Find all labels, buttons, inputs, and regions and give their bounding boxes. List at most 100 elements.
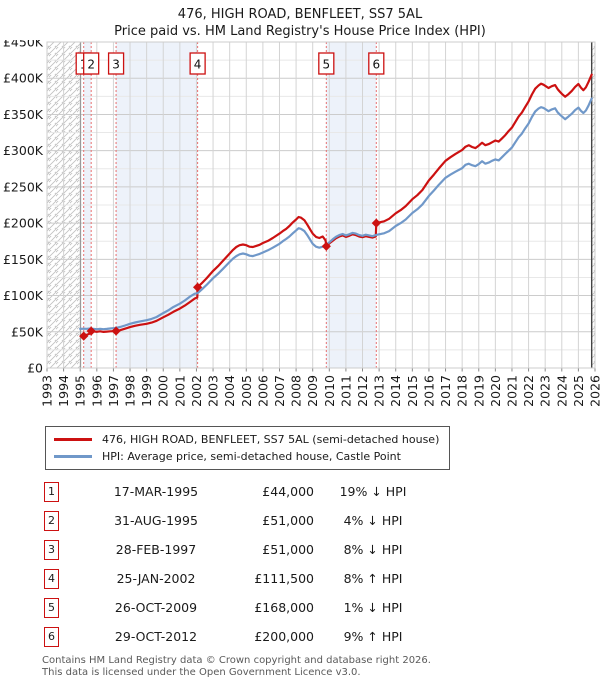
license-note: Contains HM Land Registry data © Crown c… [42, 655, 600, 678]
transaction-number-badge: 1 [44, 481, 59, 502]
x-axis-label: 1999 [139, 375, 154, 407]
transaction-number-badge: 6 [44, 626, 59, 647]
x-axis-label: 2003 [206, 375, 221, 407]
sale-marker-diamond [371, 218, 381, 228]
x-axis-label: 2017 [438, 375, 453, 407]
transaction-vs-hpi: 4% ↓ HPI [343, 513, 403, 528]
legend-line-swatch-hpi [54, 455, 92, 458]
transaction-vs-hpi: 8% ↑ HPI [343, 571, 403, 586]
x-axis-label: 2009 [305, 375, 320, 407]
y-axis-label: £100K [3, 288, 44, 303]
y-axis-label: £250K [3, 179, 44, 194]
transaction-number-badge: 5 [44, 597, 59, 618]
transaction-vs-hpi: 9% ↑ HPI [343, 629, 403, 644]
price-history-chart: 123456£0£50K£100K£150K£200K£250K£300K£35… [3, 40, 600, 407]
transaction-date: 31-AUG-1995 [114, 513, 198, 528]
y-axis-label: £450K [3, 40, 44, 50]
transaction-vs-hpi: 19% ↓ HPI [339, 484, 407, 499]
legend-item: HPI: Average price, semi-detached house,… [54, 448, 439, 465]
x-axis-label: 1995 [73, 375, 88, 407]
y-axis-label: £0 [27, 361, 43, 376]
license-line-2: This data is licensed under the Open Gov… [42, 666, 361, 678]
transaction-date: 29-OCT-2012 [114, 629, 198, 644]
legend-line-swatch-price [54, 438, 92, 441]
x-axis-label: 1996 [89, 375, 104, 407]
sale-marker-diamond [86, 326, 96, 336]
x-axis-label: 2000 [156, 375, 171, 407]
x-axis-label: 2001 [172, 375, 187, 407]
sale-number-box [318, 52, 335, 75]
transaction-number-badge: 2 [44, 510, 59, 531]
sale-number-label: 6 [372, 58, 380, 72]
transaction-number-badge: 3 [44, 539, 59, 560]
x-axis-label: 2010 [322, 375, 337, 407]
x-axis-label: 1994 [56, 375, 71, 407]
x-axis-label: 2014 [388, 375, 403, 407]
chart-header: 476, HIGH ROAD, BENFLEET, SS7 5AL Price … [0, 0, 600, 40]
transaction-price: £168,000 [254, 600, 314, 615]
license-line-1: Contains HM Land Registry data © Crown c… [42, 655, 431, 666]
transaction-date: 26-OCT-2009 [114, 600, 198, 615]
x-axis-label: 1998 [123, 375, 138, 407]
y-axis-label: £200K [3, 216, 44, 231]
hpi-line [79, 97, 593, 331]
sale-number-box [107, 52, 125, 75]
sale-number-label: 5 [322, 58, 330, 72]
transaction-date: 25-JAN-2002 [116, 571, 196, 586]
page-title: 476, HIGH ROAD, BENFLEET, SS7 5AL [177, 7, 423, 22]
transactions-table: 1 17-MAR-1995 £44,000 19% ↓ HPI 2 31-AUG-1995… [44, 477, 600, 651]
transaction-vs-hpi: 8% ↓ HPI [343, 542, 403, 557]
x-axis-label: 2026 [588, 375, 600, 407]
x-axis-label: 2011 [338, 375, 353, 407]
x-axis-label: 2013 [372, 375, 387, 407]
y-axis-label: £300K [3, 143, 44, 158]
transaction-number-badge: 4 [44, 568, 59, 589]
transaction-price: £200,000 [254, 629, 314, 644]
x-axis-label: 2022 [521, 375, 536, 407]
legend-label: HPI: Average price, semi-detached house,… [102, 450, 401, 463]
x-axis-label: 2020 [488, 375, 503, 407]
sale-number-label: 4 [194, 58, 202, 72]
x-axis-label: 2012 [355, 375, 370, 407]
x-axis-label: 2016 [421, 375, 436, 407]
sale-marker-diamond [79, 331, 89, 341]
transaction-row: 3 28-FEB-1997 £51,000 8% ↓ HPI [44, 535, 600, 564]
x-axis-label: 2025 [571, 375, 586, 407]
x-axis-label: 2021 [504, 375, 519, 407]
page-subtitle: Price paid vs. HM Land Registry's House … [114, 24, 486, 39]
transaction-row: 4 25-JAN-2002 £111,500 8% ↑ HPI [44, 564, 600, 593]
transaction-price: £51,000 [262, 542, 314, 557]
x-axis-label: 2018 [455, 375, 470, 407]
y-axis-label: £400K [3, 71, 44, 86]
sale-number-box [83, 52, 100, 75]
sale-marker-diamond [321, 241, 331, 251]
y-axis-label: £50K [11, 324, 44, 339]
y-axis-label: £150K [3, 252, 44, 267]
transaction-date: 28-FEB-1997 [115, 542, 197, 557]
sale-number-label: 3 [112, 58, 120, 72]
transaction-row: 5 26-OCT-2009 £168,000 1% ↓ HPI [44, 593, 600, 622]
x-axis-label: 2015 [405, 375, 420, 407]
transaction-row: 1 17-MAR-1995 £44,000 19% ↓ HPI [44, 477, 600, 506]
transaction-row: 6 29-OCT-2012 £200,000 9% ↑ HPI [44, 622, 600, 651]
x-axis-label: 2006 [255, 375, 270, 407]
transaction-row: 2 31-AUG-1995 £51,000 4% ↓ HPI [44, 506, 600, 535]
legend-label: 476, HIGH ROAD, BENFLEET, SS7 5AL (semi-… [102, 433, 440, 446]
y-axis-label: £350K [3, 107, 44, 122]
sale-number-label: 2 [87, 58, 95, 72]
chart-legend: 476, HIGH ROAD, BENFLEET, SS7 5AL (semi-… [45, 426, 451, 470]
x-axis-label: 1997 [106, 375, 121, 407]
x-axis-label: 2005 [239, 375, 254, 407]
transaction-price: £44,000 [262, 484, 314, 499]
x-axis-label: 2008 [289, 375, 304, 407]
transaction-price: £111,500 [254, 571, 314, 586]
sale-number-box [368, 52, 385, 75]
legend-item: 476, HIGH ROAD, BENFLEET, SS7 5AL (semi-… [54, 431, 439, 448]
x-axis-label: 2004 [222, 375, 237, 407]
sale-number-box [189, 52, 206, 75]
transaction-vs-hpi: 1% ↓ HPI [343, 600, 403, 615]
x-axis-label: 2019 [471, 375, 486, 407]
sale-marker-diamond [111, 326, 121, 336]
x-axis-label: 2023 [538, 375, 553, 407]
transaction-date: 17-MAR-1995 [113, 484, 199, 499]
